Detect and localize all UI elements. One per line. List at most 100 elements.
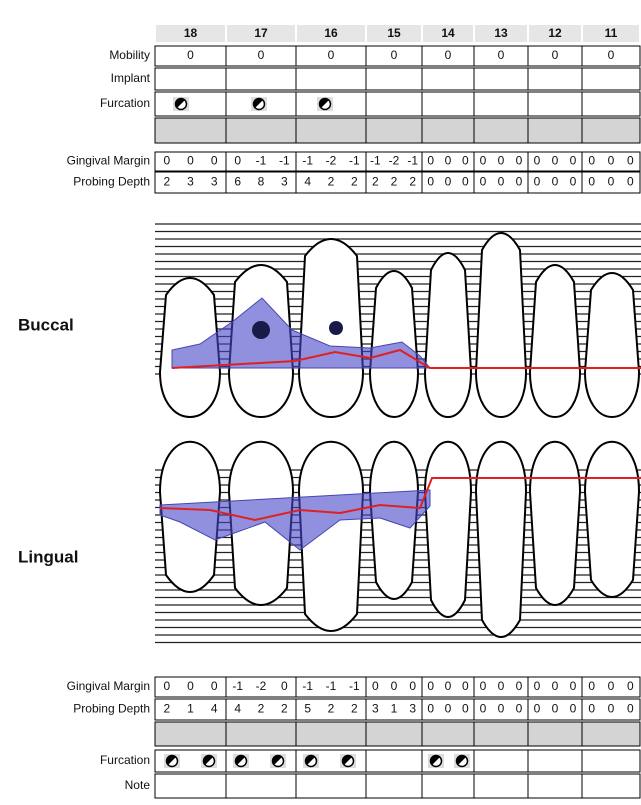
cell-value: 3 bbox=[187, 175, 194, 189]
furcation-cell bbox=[155, 92, 226, 116]
cell-value: 0 bbox=[534, 154, 541, 168]
cell-value: 4 bbox=[234, 702, 241, 716]
row-label: Furcation bbox=[100, 96, 150, 110]
cell-value: -1 bbox=[256, 154, 267, 168]
gray-cell bbox=[422, 118, 474, 143]
cell-value: 0 bbox=[427, 154, 434, 168]
gray-cell bbox=[582, 722, 640, 746]
cell-value: 0 bbox=[480, 702, 487, 716]
cell-value: 1 bbox=[187, 702, 194, 716]
note-cell bbox=[474, 774, 528, 798]
cell-value: 3 bbox=[281, 175, 288, 189]
gray-cell bbox=[366, 118, 422, 143]
cell-value: 0 bbox=[281, 679, 288, 693]
buccal-tooth bbox=[476, 233, 526, 417]
gray-cell bbox=[474, 722, 528, 746]
cell-value: 0 bbox=[588, 702, 595, 716]
cell-value: -1 bbox=[349, 679, 360, 693]
cell-value: 2 bbox=[372, 175, 379, 189]
tooth-number: 12 bbox=[548, 26, 562, 40]
note-cell bbox=[582, 774, 640, 798]
implant-cell bbox=[528, 68, 582, 90]
cell-value: 0 bbox=[498, 175, 505, 189]
gray-cell bbox=[528, 118, 582, 143]
cell-value: 0 bbox=[445, 702, 452, 716]
cell-value: 2 bbox=[163, 702, 170, 716]
cell-value: 2 bbox=[391, 175, 398, 189]
implant-cell bbox=[422, 68, 474, 90]
cell-value: 1 bbox=[391, 702, 398, 716]
gray-cell bbox=[226, 118, 296, 143]
cell-value: 0 bbox=[608, 154, 615, 168]
cell-value: 0 bbox=[328, 48, 335, 62]
cell-value: 2 bbox=[163, 175, 170, 189]
implant-cell bbox=[226, 68, 296, 90]
cell-value: 0 bbox=[552, 702, 559, 716]
cell-value: -1 bbox=[349, 154, 360, 168]
buccal-label: Buccal bbox=[18, 315, 74, 334]
cell-value: 0 bbox=[588, 679, 595, 693]
implant-cell bbox=[474, 68, 528, 90]
cell-value: -1 bbox=[302, 154, 313, 168]
tooth-number: 18 bbox=[184, 26, 198, 40]
note-cell bbox=[296, 774, 366, 798]
cell-value: 3 bbox=[409, 702, 416, 716]
implant-cell bbox=[155, 68, 226, 90]
gray-cell bbox=[366, 722, 422, 746]
gray-cell bbox=[528, 722, 582, 746]
cell-value: 2 bbox=[328, 702, 335, 716]
cell-value: 0 bbox=[480, 154, 487, 168]
tooth-number: 17 bbox=[254, 26, 268, 40]
cell-value: -1 bbox=[326, 679, 337, 693]
buccal-tooth bbox=[425, 253, 471, 417]
cell-value: 0 bbox=[462, 702, 469, 716]
gray-cell bbox=[155, 118, 226, 143]
tooth-number: 15 bbox=[387, 26, 401, 40]
buccal-tooth bbox=[530, 265, 580, 417]
cell-value: -1 bbox=[370, 154, 381, 168]
cell-value: 0 bbox=[163, 154, 170, 168]
cell-value: 0 bbox=[516, 175, 523, 189]
note-cell bbox=[155, 774, 226, 798]
note-cell bbox=[528, 774, 582, 798]
row-label: Probing Depth bbox=[73, 175, 150, 189]
furcation-cell bbox=[366, 92, 422, 116]
cell-value: -1 bbox=[279, 154, 290, 168]
note-cell bbox=[366, 774, 422, 798]
implant-cell bbox=[296, 68, 366, 90]
cell-value: 0 bbox=[211, 154, 218, 168]
furcation-cell bbox=[474, 92, 528, 116]
cell-value: 0 bbox=[570, 702, 577, 716]
cell-value: 5 bbox=[304, 702, 311, 716]
cell-value: 0 bbox=[445, 679, 452, 693]
cell-value: 0 bbox=[608, 679, 615, 693]
cell-value: 3 bbox=[372, 702, 379, 716]
cell-value: 4 bbox=[211, 702, 218, 716]
cell-value: 0 bbox=[570, 679, 577, 693]
cell-value: 0 bbox=[234, 154, 241, 168]
cell-value: 0 bbox=[498, 702, 505, 716]
cell-value: 0 bbox=[627, 702, 634, 716]
row-label: Mobility bbox=[109, 48, 150, 62]
furcation-cell bbox=[474, 750, 528, 772]
cell-value: 0 bbox=[627, 679, 634, 693]
implant-cell bbox=[366, 68, 422, 90]
cell-value: 0 bbox=[462, 679, 469, 693]
cell-value: 0 bbox=[187, 48, 194, 62]
cell-value: 0 bbox=[187, 679, 194, 693]
furcation-cell bbox=[582, 750, 640, 772]
cell-value: 0 bbox=[462, 175, 469, 189]
gray-cell bbox=[296, 722, 366, 746]
cell-value: -1 bbox=[232, 679, 243, 693]
cell-value: 0 bbox=[534, 679, 541, 693]
cell-value: 0 bbox=[608, 48, 615, 62]
cell-value: -1 bbox=[302, 679, 313, 693]
row-label: Implant bbox=[111, 71, 151, 85]
gray-cell bbox=[296, 118, 366, 143]
furcation-cell bbox=[366, 750, 422, 772]
cell-value: 0 bbox=[627, 175, 634, 189]
cell-value: 0 bbox=[552, 48, 559, 62]
cell-value: 0 bbox=[480, 679, 487, 693]
cell-value: -2 bbox=[389, 154, 400, 168]
page: { "top_table": { "teeth": ["18", "17", "… bbox=[0, 0, 641, 805]
